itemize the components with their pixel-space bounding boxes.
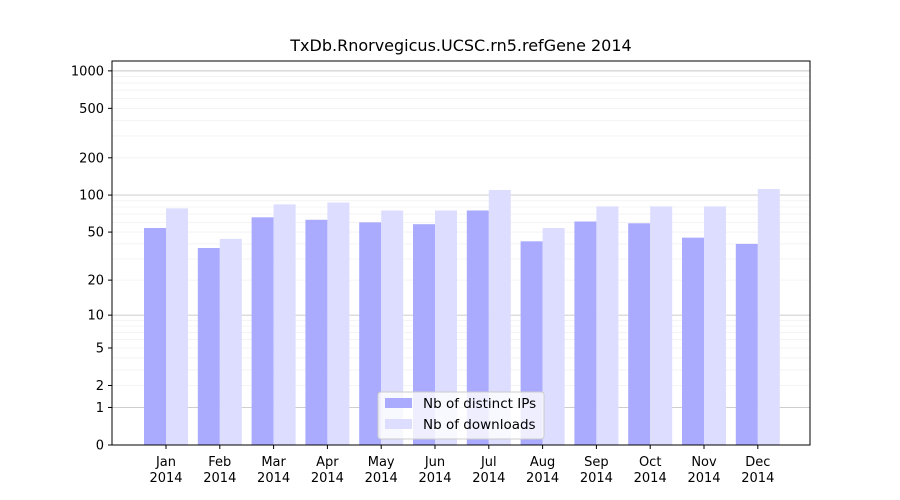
bar (305, 219, 328, 445)
bar (273, 204, 296, 445)
y-tick-label: 1 (96, 401, 104, 416)
legend: Nb of distinct IPs Nb of downloads (377, 391, 545, 440)
plot-frame (111, 60, 811, 446)
bar (542, 227, 565, 445)
bar (166, 208, 188, 445)
x-tick-label: 2014 (687, 471, 720, 486)
x-tick-label: 2014 (580, 471, 613, 486)
axes (111, 60, 811, 446)
bar (251, 217, 274, 445)
bars (144, 188, 780, 446)
y-tick-label: 2 (96, 379, 104, 394)
x-tick-label: Mar (261, 455, 286, 470)
bar (704, 206, 726, 445)
legend-label: Nb of distinct IPs (423, 396, 536, 412)
legend-box (377, 391, 545, 440)
bar (574, 221, 597, 445)
legend-swatch (385, 398, 412, 408)
x-tick-label: Apr (316, 455, 339, 470)
y-tick-label: 200 (79, 151, 104, 166)
y-axis-ticks: 0 1 2 5 10 20 50 100 200 500 1000 (71, 64, 112, 454)
y-tick-label: 20 (87, 274, 104, 289)
y-tick-label: 100 (79, 189, 104, 204)
bar (466, 210, 489, 445)
bar (488, 189, 511, 445)
y-tick-label: 500 (79, 102, 104, 117)
bar (413, 224, 435, 445)
x-tick-label: Aug (530, 455, 555, 470)
x-tick-label: 2014 (203, 471, 236, 486)
x-tick-label: Jun (424, 455, 445, 470)
y-tick-label: 0 (96, 439, 104, 454)
y-tick-label: 50 (87, 226, 104, 241)
y-tick-label: 1000 (71, 64, 104, 79)
x-tick-label: 2014 (311, 471, 344, 486)
x-tick-label: 2014 (472, 471, 505, 486)
x-tick-label: Feb (208, 455, 231, 470)
bar (327, 202, 350, 445)
y-tick-label: 5 (96, 341, 104, 356)
legend-label: Nb of downloads (423, 417, 536, 433)
x-tick-label: 2014 (634, 471, 667, 486)
bar (735, 243, 758, 445)
x-tick-label: Dec (745, 455, 770, 470)
bar (219, 238, 242, 445)
bar (197, 248, 220, 445)
x-tick-label: 2014 (149, 471, 182, 486)
bar (628, 223, 651, 445)
x-tick-label: 2014 (526, 471, 559, 486)
bar (757, 188, 780, 446)
bar (381, 210, 404, 445)
legend-swatch (385, 419, 412, 429)
x-tick-label: Nov (691, 455, 717, 470)
x-tick-label: 2014 (257, 471, 290, 486)
bar (650, 206, 673, 445)
x-tick-label: Sep (584, 455, 609, 470)
y-tick-label: 10 (87, 309, 104, 324)
x-tick-label: May (368, 455, 395, 470)
x-tick-label: Jan (155, 455, 176, 470)
bar (682, 237, 704, 445)
x-axis-ticks: Jan2014Feb2014Mar2014Apr2014May2014Jun20… (149, 445, 774, 486)
x-tick-label: 2014 (365, 471, 398, 486)
bar (359, 222, 382, 445)
chart-title: TxDb.Rnorvegicus.UCSC.rn5.refGene 2014 (289, 36, 631, 55)
bar (596, 206, 619, 445)
bar (144, 227, 166, 445)
bar (435, 210, 457, 445)
x-tick-label: 2014 (418, 471, 451, 486)
x-tick-label: 2014 (741, 471, 774, 486)
x-tick-label: Jul (480, 455, 497, 470)
x-tick-label: Oct (639, 455, 661, 470)
